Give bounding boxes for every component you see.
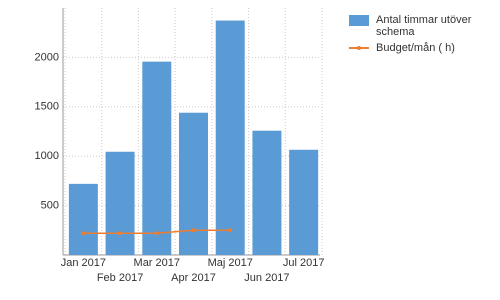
legend-swatch [349, 42, 369, 54]
y-tick-label: 1000 [35, 150, 59, 162]
x-tick-label: Jun 2017 [244, 272, 289, 284]
x-tick-label: Jul 2017 [283, 257, 325, 269]
legend-item: Budget/mån ( h) [349, 42, 499, 54]
bar [68, 183, 98, 255]
legend-item: Antal timmar utöver schema [349, 14, 499, 38]
x-tick-label: Maj 2017 [208, 257, 253, 269]
x-tick-label: Apr 2017 [171, 272, 216, 284]
legend-label: Budget/mån ( h) [376, 42, 455, 54]
bar [179, 112, 208, 255]
point [81, 231, 86, 236]
point [228, 228, 233, 233]
point [118, 231, 123, 236]
x-tick-label: Feb 2017 [97, 272, 143, 284]
y-tick-label: 1500 [35, 101, 59, 113]
point [154, 231, 159, 236]
legend: Antal timmar utöver schema Budget/mån ( h… [349, 14, 499, 58]
point [191, 228, 196, 233]
bar [105, 151, 135, 255]
bar [252, 130, 282, 255]
legend-label: Antal timmar utöver schema [376, 14, 472, 38]
x-tick-label: Jan 2017 [61, 257, 106, 269]
bar [289, 149, 319, 255]
bar [142, 61, 172, 255]
x-tick-label: Mar 2017 [134, 257, 180, 269]
bar [215, 20, 245, 255]
y-tick-label: 500 [41, 200, 59, 212]
y-tick-label: 2000 [35, 51, 59, 63]
legend-swatch [349, 15, 369, 26]
